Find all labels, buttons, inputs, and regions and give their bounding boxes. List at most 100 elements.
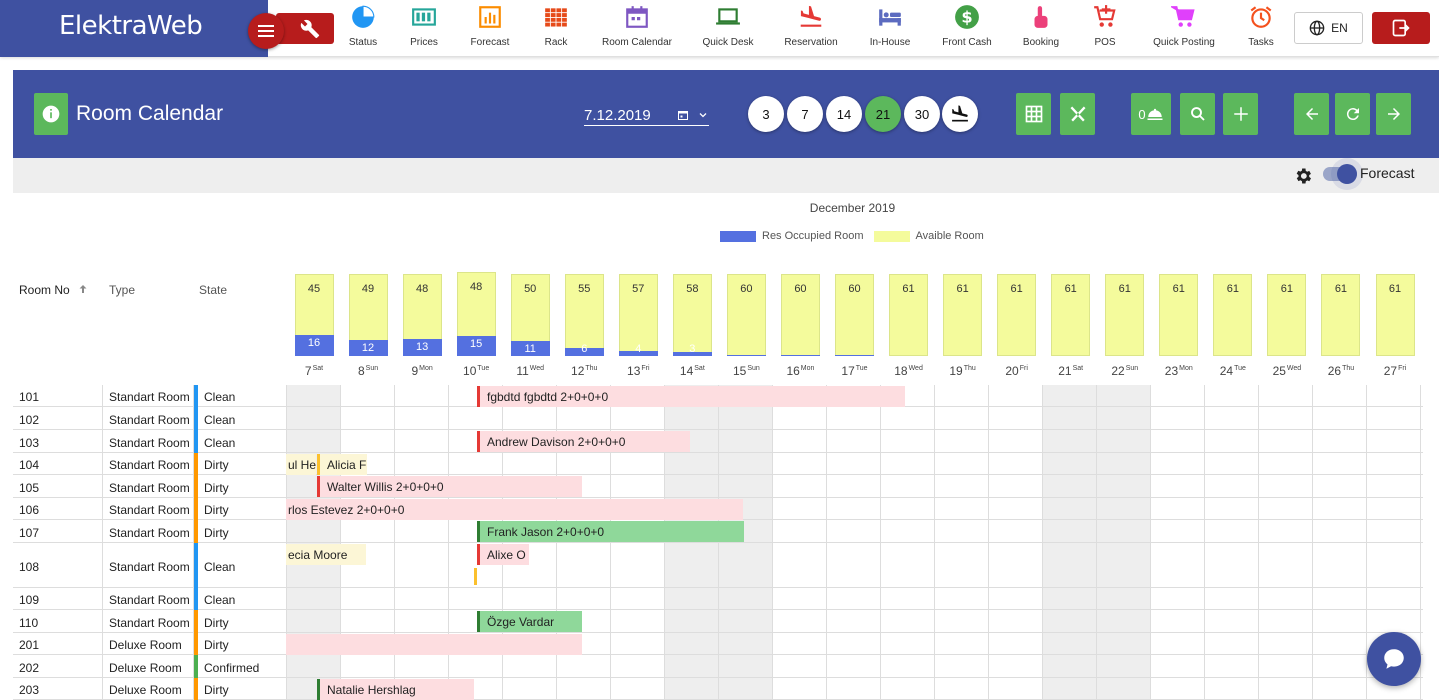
gear-icon[interactable] (1293, 166, 1313, 186)
nav-rack[interactable]: Rack (511, 4, 601, 52)
range-7-days-button[interactable]: 7 (787, 96, 823, 132)
room-type: Deluxe Room (109, 683, 182, 697)
previous-button[interactable] (1294, 93, 1329, 135)
state-column-header[interactable]: State (199, 283, 228, 297)
weekday: Thu (1342, 365, 1355, 372)
room-row[interactable]: 105 Standart Room Dirty (13, 475, 1423, 498)
bar-occupied-segment (348, 339, 388, 356)
reservation-bar[interactable]: fgbdtd fgbdtd 2+0+0+0 (477, 386, 905, 407)
room-state: Confirmed (204, 660, 260, 675)
day-number: 9 (411, 364, 419, 378)
chart-bar: 61 (1375, 274, 1415, 356)
grid-view-button[interactable] (1016, 93, 1051, 135)
nav-status[interactable]: Status (318, 4, 408, 52)
room-row[interactable]: 107 Standart Room Dirty (13, 520, 1423, 543)
room-row[interactable]: 202 Deluxe Room Confirmed (13, 655, 1423, 678)
range-3-days-button[interactable]: 3 (748, 96, 784, 132)
bar-occupied-segment (402, 338, 442, 356)
app-logo: ElektraWeb (59, 11, 203, 41)
room-row[interactable]: 110 Standart Room Dirty (13, 610, 1423, 633)
room-row[interactable]: 102 Standart Room Clean (13, 407, 1423, 430)
reservation-label: fgbdtd fgbdtd 2+0+0+0 (487, 389, 609, 404)
bar-available-segment (726, 274, 766, 356)
chart-day-label: 20Fri (990, 364, 1044, 378)
weekday: Fri (641, 365, 650, 372)
logout-icon (1392, 19, 1410, 37)
reservation-status-edge (317, 476, 320, 497)
bar-available-segment (672, 274, 712, 356)
reservation-bar[interactable]: Alixe O (477, 544, 529, 565)
nav-quick-desk[interactable]: Quick Desk (683, 4, 773, 52)
reservation-bar[interactable]: Özge Vardar (477, 611, 582, 632)
nav-prices[interactable]: Prices (379, 4, 469, 52)
search-button[interactable] (1180, 93, 1215, 135)
reservation-bar[interactable]: Walter Willis 2+0+0+0 (317, 476, 582, 497)
room-service-button[interactable]: 0 (1131, 93, 1171, 135)
bar-occupied-value: 4 (635, 342, 642, 355)
room-no-column-header[interactable]: Room No (19, 283, 89, 297)
bar-available-value: 61 (1388, 283, 1402, 296)
nav-pos[interactable]: POS (1060, 4, 1150, 52)
nav-in-house[interactable]: In-House (845, 4, 935, 52)
chat-bubble-icon (1384, 649, 1404, 669)
reservation-label: Alixe O (487, 547, 526, 562)
range-30-days-button[interactable]: 30 (904, 96, 940, 132)
bar-available-segment (997, 274, 1037, 356)
arrow-left-icon (1305, 108, 1318, 120)
nav-tasks[interactable]: Tasks (1216, 4, 1306, 52)
nav-reservation[interactable]: Reservation (766, 4, 856, 52)
language-button[interactable]: EN (1294, 12, 1363, 44)
chat-button[interactable] (1367, 632, 1421, 686)
reservation-bar[interactable]: ecia Moore (286, 544, 366, 565)
room-row[interactable]: 109 Standart Room Clean (13, 588, 1423, 610)
bar-occupied-segment (564, 347, 604, 356)
room-row[interactable]: 104 Standart Room Dirty (13, 453, 1423, 475)
chart-bar: 61 (997, 274, 1037, 356)
range-14-days-button[interactable]: 14 (826, 96, 862, 132)
type-column-header[interactable]: Type (109, 283, 136, 297)
nav-label: Forecast (470, 37, 510, 48)
restaurant-button[interactable] (1060, 93, 1095, 135)
day-number: 19 (949, 364, 963, 378)
bar-available-segment (889, 274, 929, 356)
chart-day-label: 14Sat (665, 364, 719, 378)
room-row[interactable]: 103 Standart Room Clean (13, 430, 1423, 453)
arrivals-toggle-button[interactable] (942, 96, 978, 132)
range-21-days-button[interactable]: 21 (865, 96, 901, 132)
reservation-bar[interactable]: rlos Estevez 2+0+0+0 (286, 499, 743, 520)
weekday: Wed (908, 365, 923, 372)
nav-front-cash[interactable]: $ Front Cash (922, 4, 1012, 52)
info-button[interactable] (34, 93, 68, 135)
reservation-bar[interactable]: Andrew Davison 2+0+0+0 (477, 431, 690, 452)
state-indicator (194, 453, 198, 475)
reservation-bar[interactable] (286, 634, 582, 655)
chart-day-label: 13Fri (611, 364, 665, 378)
nav-quick-posting[interactable]: Quick Posting (1139, 4, 1229, 52)
nav-room-calendar[interactable]: Room Calendar (592, 4, 682, 52)
add-button[interactable] (1223, 93, 1258, 135)
forecast-toggle[interactable] (1323, 164, 1357, 184)
refresh-button[interactable] (1335, 93, 1370, 135)
day-number: 24 (1219, 364, 1234, 378)
nav-forecast[interactable]: Forecast (445, 4, 535, 52)
next-button[interactable] (1376, 93, 1411, 135)
weekday: Wed (529, 365, 545, 372)
room-number: 102 (19, 412, 40, 427)
room-calendar-grid: 101 Standart Room Clean 102 Standart Room Cle… (13, 385, 1439, 700)
bar-occupied-segment (510, 341, 550, 356)
room-row[interactable]: 201 Deluxe Room Dirty (13, 633, 1423, 655)
nav-booking[interactable]: Booking (996, 4, 1086, 52)
chart-bar: 61 (889, 274, 929, 356)
reservation-bar[interactable]: Frank Jason 2+0+0+0 (477, 521, 744, 542)
reservation-bar[interactable]: ul He (286, 454, 316, 475)
reservation-bar[interactable]: Natalie Hershlag (317, 679, 474, 700)
occupancy-chart: 45 16 7Sat 49 12 8Sun 48 13 9Mon 48 15 10Tue 50 11 11W… (294, 271, 1415, 378)
logout-button[interactable] (1372, 12, 1430, 44)
room-row[interactable]: 203 Deluxe Room Dirty (13, 678, 1423, 700)
room-row[interactable]: 108 Standart Room Clean (13, 543, 1423, 588)
day-number: 25 (1272, 364, 1286, 378)
menu-button[interactable] (248, 13, 284, 49)
date-picker[interactable]: 7.12.2019 (584, 105, 709, 126)
settings-tools-button[interactable] (276, 13, 334, 44)
reservation-bar[interactable]: Alicia F (317, 454, 367, 475)
